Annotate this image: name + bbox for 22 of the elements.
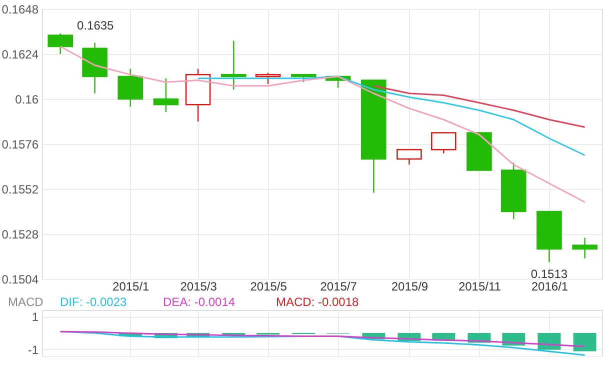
y-tick-label: 0.1648 bbox=[2, 2, 39, 16]
text: MACD bbox=[8, 295, 44, 309]
y-tick-label: 0.1624 bbox=[2, 48, 39, 62]
y-tick-label: -1 bbox=[28, 342, 39, 357]
y-tick-label: 1 bbox=[32, 310, 39, 324]
y-tick-label: 0.1504 bbox=[2, 272, 39, 286]
x-tick-label: 2015/1 bbox=[112, 280, 150, 294]
x-tick-label: 2015/7 bbox=[320, 280, 358, 294]
y-tick-label: 0.1576 bbox=[2, 138, 39, 152]
y-tick-label: 0.16 bbox=[15, 92, 39, 106]
y-tick-label: 0.1552 bbox=[2, 182, 39, 196]
x-tick-label: 2015/9 bbox=[391, 280, 428, 294]
text: DEA: -0.0014 bbox=[163, 295, 236, 309]
text: DIF: -0.0023 bbox=[60, 295, 128, 309]
x-tick-label: 2016/1 bbox=[531, 280, 568, 294]
x-tick-label: 2015/5 bbox=[250, 280, 288, 294]
x-tick-label: 2015/11 bbox=[458, 280, 502, 294]
annotation: 0.1635 bbox=[77, 18, 114, 32]
x-tick-label: 2015/3 bbox=[180, 280, 218, 294]
text: MACD: -0.0018 bbox=[276, 295, 360, 309]
annotation: 0.1513 bbox=[530, 267, 568, 282]
y-tick-label: 0.1528 bbox=[2, 228, 39, 242]
